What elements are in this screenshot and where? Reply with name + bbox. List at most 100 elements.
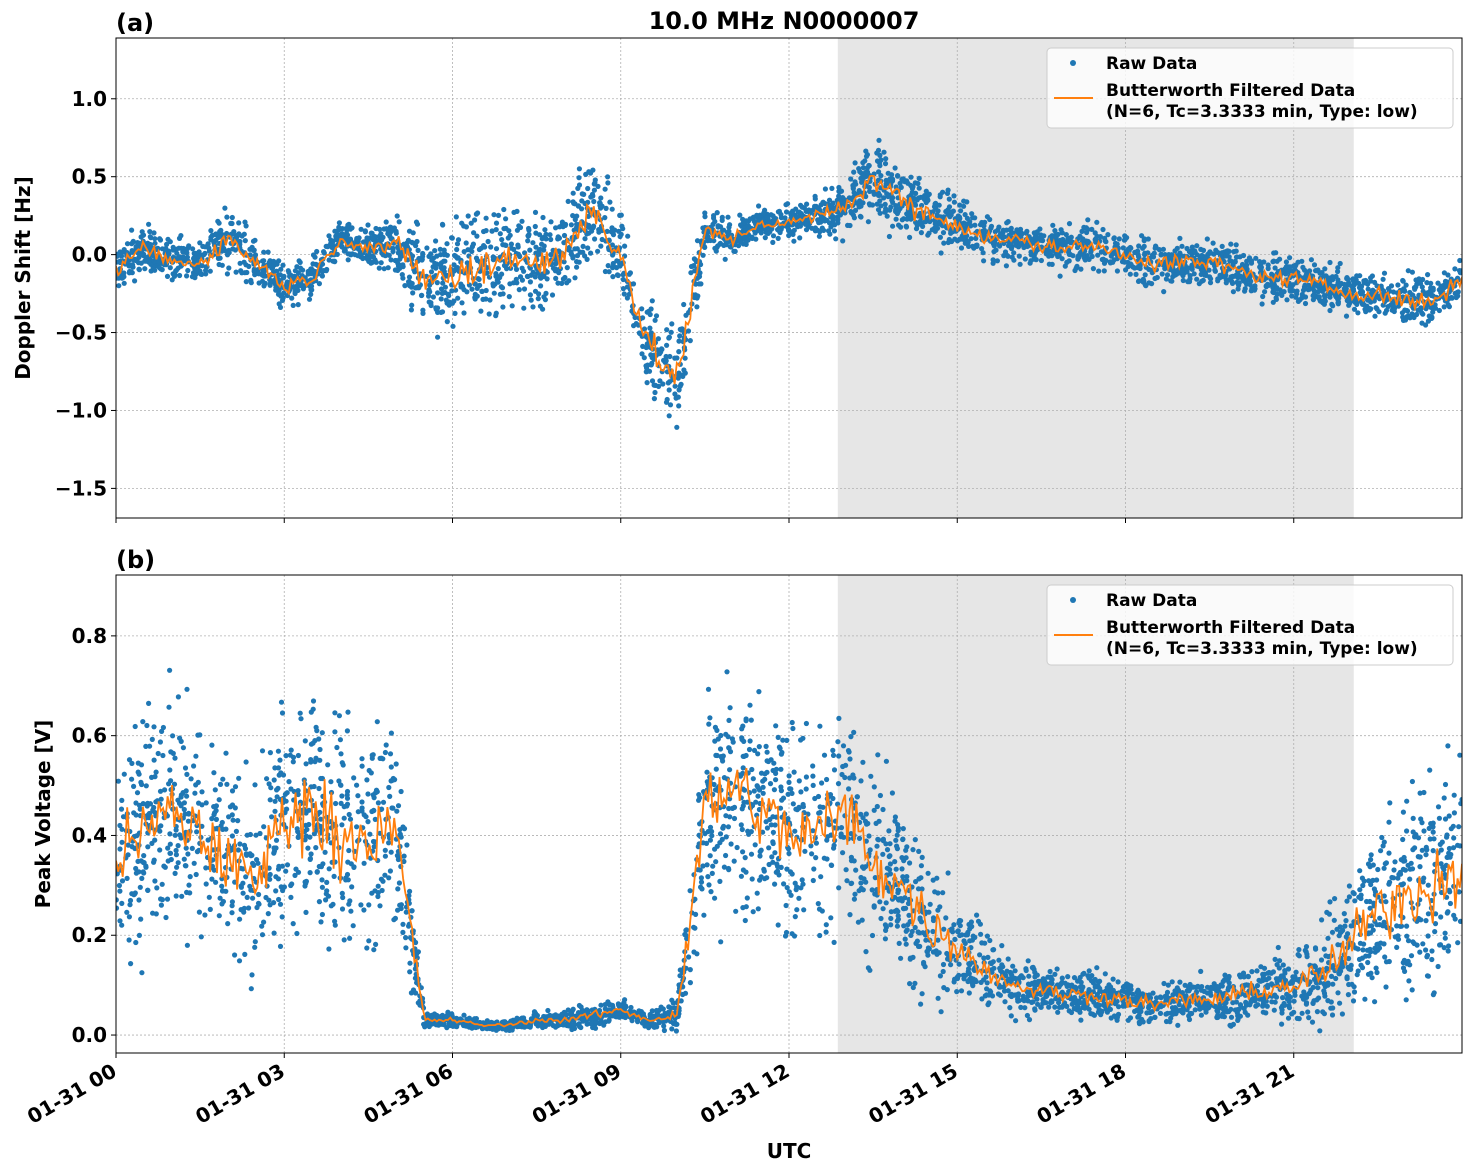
raw-point: [647, 326, 652, 331]
raw-point: [174, 827, 179, 832]
raw-point: [829, 186, 834, 191]
raw-point: [1261, 259, 1266, 264]
raw-point: [296, 270, 301, 275]
raw-point: [724, 669, 729, 674]
raw-point: [570, 255, 575, 260]
raw-point: [545, 276, 550, 281]
raw-point: [585, 186, 590, 191]
raw-point: [354, 238, 359, 243]
raw-point: [921, 195, 926, 200]
raw-point: [1330, 1012, 1335, 1017]
raw-point: [1387, 800, 1392, 805]
raw-point: [360, 256, 365, 261]
raw-point: [500, 304, 505, 309]
raw-point: [1409, 953, 1414, 958]
raw-point: [119, 798, 124, 803]
raw-point: [721, 753, 726, 758]
raw-point: [743, 918, 748, 923]
raw-point: [280, 263, 285, 268]
raw-point: [674, 355, 679, 360]
raw-point: [890, 177, 895, 182]
raw-point: [466, 213, 471, 218]
raw-point: [949, 239, 954, 244]
raw-point: [288, 895, 293, 900]
raw-point: [217, 221, 222, 226]
raw-point: [1234, 242, 1239, 247]
raw-point: [191, 273, 196, 278]
raw-point: [1312, 262, 1317, 267]
raw-point: [669, 321, 674, 326]
raw-point: [1276, 945, 1281, 950]
raw-point: [1319, 957, 1324, 962]
raw-point: [1372, 314, 1377, 319]
legend-filtered-label: Butterworth Filtered Data: [1106, 81, 1355, 101]
raw-point: [1094, 220, 1099, 225]
raw-point: [1302, 286, 1307, 291]
raw-point: [1273, 265, 1278, 270]
raw-point: [1139, 233, 1144, 238]
raw-point: [326, 946, 331, 951]
raw-point: [434, 254, 439, 259]
raw-point: [389, 764, 394, 769]
raw-point: [404, 842, 409, 847]
raw-point: [540, 236, 545, 241]
raw-point: [725, 215, 730, 220]
raw-point: [1266, 266, 1271, 271]
raw-point: [920, 991, 925, 996]
raw-point: [1443, 782, 1448, 787]
raw-point: [548, 237, 553, 242]
raw-point: [1315, 268, 1320, 273]
raw-point: [471, 242, 476, 247]
raw-point: [1091, 266, 1096, 271]
raw-point: [139, 970, 144, 975]
raw-point: [478, 309, 483, 314]
raw-point: [1389, 283, 1394, 288]
legend-raw-label: Raw Data: [1106, 54, 1197, 74]
raw-point: [759, 230, 764, 235]
raw-point: [395, 213, 400, 218]
raw-point: [276, 258, 281, 263]
raw-point: [400, 824, 405, 829]
raw-point: [122, 247, 127, 252]
raw-point: [588, 251, 593, 256]
raw-point: [1296, 260, 1301, 265]
raw-point: [1175, 246, 1180, 251]
raw-point: [605, 174, 610, 179]
raw-point: [1024, 229, 1029, 234]
raw-point: [242, 220, 247, 225]
raw-point: [298, 716, 303, 721]
y-tick-label: 0.0: [72, 243, 107, 267]
raw-point: [346, 257, 351, 262]
raw-point: [935, 212, 940, 217]
raw-point: [817, 724, 822, 729]
raw-point: [866, 219, 871, 224]
raw-point: [1076, 253, 1081, 258]
raw-point: [1277, 257, 1282, 262]
raw-point: [459, 300, 464, 305]
raw-point: [167, 767, 172, 772]
raw-point: [475, 294, 480, 299]
raw-point: [674, 425, 679, 430]
raw-point: [1193, 1007, 1198, 1012]
raw-point: [557, 224, 562, 229]
raw-point: [261, 283, 266, 288]
raw-point: [867, 163, 872, 168]
raw-point: [804, 721, 809, 726]
raw-point: [755, 891, 760, 896]
raw-point: [1365, 298, 1370, 303]
raw-point: [1404, 934, 1409, 939]
raw-point: [999, 943, 1004, 948]
raw-point: [603, 187, 608, 192]
raw-point: [908, 175, 913, 180]
raw-point: [681, 302, 686, 307]
raw-point: [1271, 250, 1276, 255]
raw-point: [609, 225, 614, 230]
raw-point: [1052, 1005, 1057, 1010]
raw-point: [1237, 254, 1242, 259]
raw-point: [1254, 968, 1259, 973]
raw-point: [493, 313, 498, 318]
raw-point: [1158, 252, 1163, 257]
raw-point: [461, 1013, 466, 1018]
raw-point: [1260, 301, 1265, 306]
raw-point: [744, 904, 749, 909]
